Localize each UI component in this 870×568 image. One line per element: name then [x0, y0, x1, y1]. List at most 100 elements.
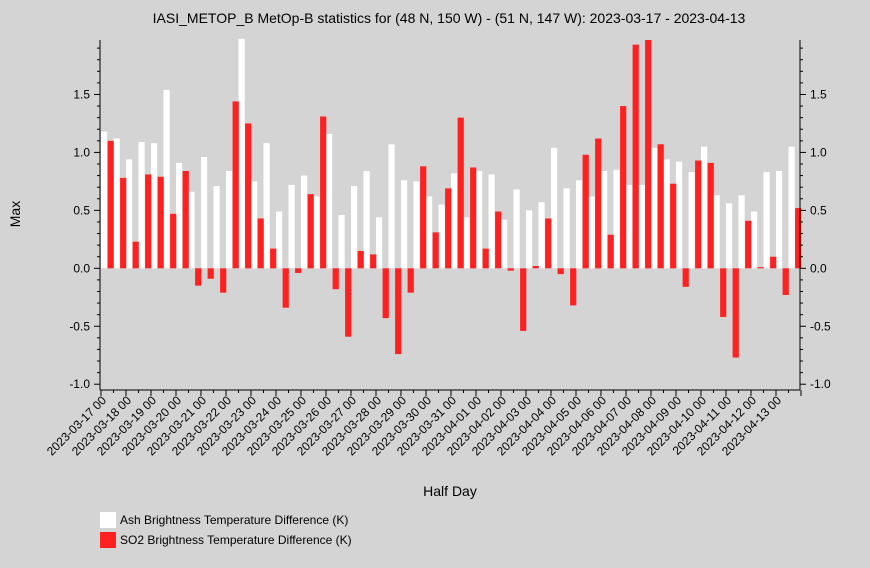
bar-ash	[413, 181, 420, 269]
y-tick-label-left: 1.0	[73, 145, 90, 159]
bar-ash	[238, 38, 245, 269]
bar-ash	[788, 146, 795, 269]
bar-so2	[420, 166, 427, 269]
bar-ash	[363, 170, 370, 269]
bar-so2	[245, 123, 252, 269]
bar-so2	[570, 268, 577, 306]
bar-so2	[620, 106, 627, 269]
bar-ash	[176, 162, 183, 269]
y-tick-label-right: -0.5	[810, 319, 831, 333]
bar-so2	[370, 254, 377, 269]
bar-so2	[582, 154, 589, 269]
bar-ash	[101, 131, 108, 269]
bar-so2	[657, 144, 664, 269]
bar-ash	[563, 188, 570, 269]
bar-so2	[795, 208, 802, 269]
bar-so2	[507, 268, 514, 271]
bar-ash	[426, 196, 433, 269]
y-tick-label-left: 0.0	[73, 261, 90, 275]
bar-so2	[220, 268, 227, 293]
bar-so2	[270, 248, 277, 269]
bar-ash	[763, 172, 770, 269]
bar-so2	[145, 174, 152, 269]
bar-ash	[113, 138, 120, 269]
legend: Ash Brightness Temperature Difference (K…	[100, 512, 352, 548]
bar-ash	[726, 203, 733, 269]
bar-so2	[495, 211, 502, 269]
bar-so2	[532, 265, 539, 269]
plot-area: 1.5 1.5 1.0 1.0 0.5 0.5 0.0 0.0 -0.5 -0.5 -1.0 -1.0…	[44, 38, 831, 458]
bar-ash	[576, 180, 583, 269]
bar-so2	[295, 268, 302, 273]
bar-so2	[445, 188, 452, 269]
bar-ash	[601, 170, 608, 269]
bar-ash	[776, 170, 783, 269]
bar-ash	[688, 172, 695, 269]
bar-ash	[188, 191, 195, 269]
y-tick-label-right: 1.5	[810, 87, 827, 101]
y-tick-label-left: 1.5	[73, 87, 90, 101]
bar-so2	[682, 268, 689, 287]
bar-so2	[645, 40, 652, 269]
bar-ash	[276, 211, 283, 269]
bar-so2	[107, 140, 114, 269]
bar-ash	[713, 195, 720, 269]
bar-ash	[626, 184, 633, 269]
bar-so2	[470, 167, 477, 269]
y-axis-title: Max	[7, 201, 23, 227]
bar-ash	[476, 170, 483, 269]
bar-ash	[213, 186, 220, 269]
bar-ash	[513, 189, 520, 269]
bar-ash	[126, 159, 133, 269]
bar-ash	[613, 169, 620, 269]
bar-so2	[157, 176, 164, 269]
bar-so2	[170, 213, 177, 269]
bar-ash	[588, 196, 595, 269]
bar-ash	[451, 173, 458, 269]
bar-ash	[463, 217, 470, 269]
bar-so2	[357, 250, 364, 269]
y-tick-label-right: 1.0	[810, 145, 827, 159]
x-axis-title: Half Day	[423, 483, 477, 499]
bar-so2	[132, 241, 139, 269]
bar-so2	[257, 218, 264, 269]
bar-so2	[407, 268, 414, 293]
bar-ash	[701, 146, 708, 269]
bar-so2	[320, 116, 327, 269]
bar-so2	[307, 194, 314, 269]
bar-so2	[670, 183, 677, 269]
bar-so2	[232, 101, 239, 269]
bar-ash	[263, 143, 270, 269]
bar-ash	[401, 180, 408, 269]
bar-so2	[557, 268, 564, 275]
y-tick-label-right: 0.0	[810, 261, 827, 275]
bar-ash	[226, 170, 233, 269]
bar-ash	[138, 141, 145, 269]
bar-ash	[388, 144, 395, 269]
bar-so2	[782, 268, 789, 295]
bar-so2	[757, 267, 764, 269]
bar-so2	[707, 162, 714, 269]
bar-so2	[595, 138, 602, 269]
bar-so2	[395, 268, 402, 355]
bar-so2	[432, 232, 439, 269]
legend-label-ash: Ash Brightness Temperature Difference (K…	[120, 513, 348, 527]
bar-ash	[663, 159, 670, 269]
legend-swatch-so2	[100, 532, 116, 548]
bar-so2	[695, 160, 702, 269]
bar-ash	[376, 217, 383, 269]
bar-ash	[501, 219, 508, 269]
bar-so2	[332, 268, 339, 290]
bar-ash	[351, 186, 358, 269]
bar-so2	[520, 268, 527, 331]
bar-so2	[182, 170, 189, 269]
bar-so2	[457, 117, 464, 269]
legend-label-so2: SO2 Brightness Temperature Difference (K…	[120, 533, 352, 547]
bar-so2	[382, 268, 389, 319]
bar-so2	[745, 220, 752, 269]
bar-so2	[545, 218, 552, 269]
bar-ash	[338, 215, 345, 269]
bar-ash	[313, 196, 320, 269]
bar-so2	[195, 268, 202, 286]
